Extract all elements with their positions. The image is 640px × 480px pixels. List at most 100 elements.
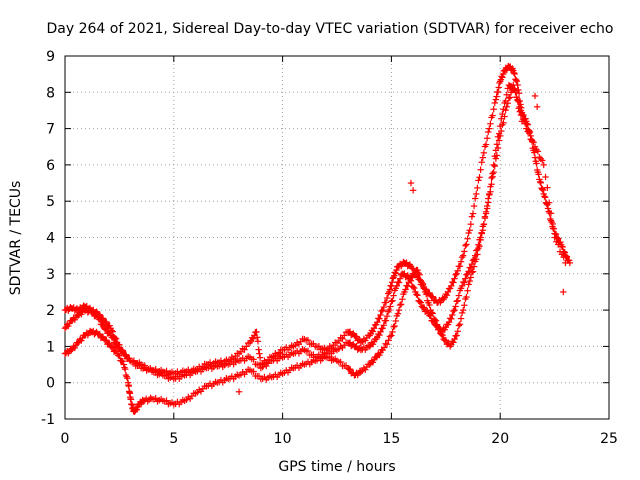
data-point-band-middle [450, 307, 457, 315]
data-point-band-middle [411, 284, 418, 292]
data-point-band-middle [545, 199, 553, 206]
data-point-band-lower [499, 110, 506, 118]
data-point-band-lower [498, 115, 505, 122]
data-point-band-lower [488, 174, 495, 182]
data-point-band-upper [536, 178, 544, 186]
data-point-band-lower [516, 108, 523, 115]
data-point-band-lower [468, 269, 476, 276]
data-point-band-upper [315, 342, 323, 350]
data-point-band-lower [402, 286, 409, 293]
y-tick-labels: -1 0 1 2 3 4 5 6 7 8 9 [41, 49, 55, 428]
data-point-band-middle [453, 298, 460, 305]
data-point-band-upper [456, 262, 464, 270]
data-point-band-upper [467, 220, 475, 228]
data-point-band-lower [388, 332, 395, 339]
data-point-band-upper [476, 174, 483, 181]
data-point-band-middle [500, 119, 507, 126]
data-point-band-upper [461, 248, 468, 255]
data-point-band-upper [492, 96, 500, 103]
data-point-band-upper [563, 253, 571, 260]
data-point-band-lower [372, 354, 380, 361]
data-point-band-middle [96, 316, 104, 323]
data-point-band-upper [460, 252, 467, 259]
data-point-band-middle [495, 137, 503, 144]
data-point-band-upper [552, 231, 560, 238]
data-point-band-lower [477, 236, 484, 244]
data-point-band-lower [453, 332, 460, 339]
data-point-band-upper [380, 303, 387, 311]
data-point-band-lower [392, 317, 399, 325]
y-axis-label: SDTVAR / TECUs [8, 181, 24, 296]
data-point-band-lower [436, 324, 443, 332]
data-point-band-lower [517, 111, 525, 119]
data-point-band-middle [462, 275, 469, 282]
data-point-band-lower [457, 315, 465, 322]
data-point-band-middle [526, 129, 533, 137]
data-point-band-upper [537, 179, 545, 187]
data-point-band-lower [482, 210, 490, 217]
y-tick-label: 0 [46, 376, 55, 392]
y-tick-label: 8 [46, 85, 55, 101]
data-point-band-lower [476, 243, 483, 250]
data-point-band-middle [386, 306, 393, 314]
data-point-band-middle [562, 259, 569, 267]
data-point-band-upper [470, 202, 478, 210]
data-point-outliers [407, 179, 415, 187]
data-point-band-lower [512, 89, 519, 96]
data-point-band-lower [487, 183, 494, 190]
data-point-band-upper [452, 271, 459, 278]
y-tick-label: 4 [46, 231, 55, 247]
data-point-band-middle [409, 283, 417, 291]
data-point-band-middle [393, 282, 401, 290]
data-point-outliers [533, 103, 541, 111]
data-point-band-upper [550, 225, 558, 232]
data-point-band-upper [490, 106, 497, 113]
data-point-band-middle [112, 339, 120, 347]
data-point-band-upper [462, 242, 469, 249]
data-point-band-upper [443, 292, 451, 299]
data-point-band-middle [380, 322, 387, 329]
data-point-band-middle [417, 299, 424, 306]
data-point-band-middle [551, 234, 558, 241]
data-point-band-lower [326, 353, 333, 361]
x-axis-label: GPS time / hours [278, 459, 395, 475]
data-point-band-lower [481, 213, 489, 220]
data-point-band-middle [255, 361, 263, 369]
y-tick-label: 3 [46, 267, 55, 283]
data-point-band-upper [533, 160, 540, 167]
data-point-band-upper [479, 154, 486, 161]
data-point-band-middle [74, 312, 82, 319]
data-point-band-middle [531, 143, 539, 150]
data-point-band-lower [394, 310, 402, 317]
data-point-band-upper [304, 336, 312, 344]
data-point-band-upper [389, 275, 397, 282]
data-point-band-lower [495, 130, 503, 137]
data-point-band-lower [460, 306, 467, 314]
data-point-band-middle [163, 371, 170, 379]
data-point-band-upper [444, 288, 452, 296]
data-point-band-lower [491, 152, 498, 160]
data-point-band-upper [255, 346, 262, 353]
data-point-band-middle [379, 325, 386, 332]
data-point-band-middle [389, 297, 396, 304]
data-point-band-upper [466, 227, 473, 234]
data-point-band-lower [514, 97, 521, 104]
data-point-band-upper [335, 337, 343, 345]
data-point-band-middle [534, 148, 542, 155]
data-point-band-upper [250, 335, 257, 342]
data-point-band-upper [508, 66, 516, 73]
data-point-band-upper [510, 69, 518, 77]
data-point-band-upper [487, 120, 494, 127]
data-point-band-upper [499, 70, 507, 78]
data-point-band-lower [426, 301, 433, 309]
data-point-band-upper [494, 88, 502, 96]
data-point-band-upper [559, 243, 566, 251]
data-point-band-lower [434, 323, 442, 331]
data-point-band-middle [390, 292, 397, 299]
data-point-band-upper [535, 171, 542, 178]
data-point-band-middle [454, 297, 461, 304]
data-point-band-lower [122, 371, 130, 379]
data-point-band-lower [458, 309, 466, 317]
data-point-band-lower [463, 293, 470, 301]
data-point-outliers [235, 388, 243, 395]
